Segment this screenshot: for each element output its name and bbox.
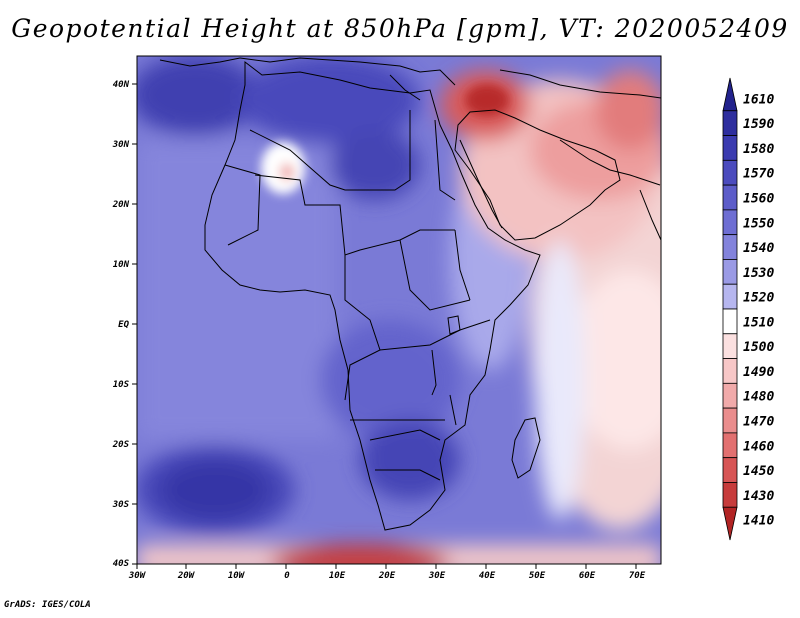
credit-text: GrADS: IGES/COLA [4,600,91,610]
plot-frame [136,55,662,565]
lat-label: 40N [113,80,130,90]
colorbar-label: 1580 [743,142,774,157]
lat-label: 10N [113,260,130,270]
colorbar-label: 1410 [743,514,774,529]
lat-label: 30S [112,500,130,510]
lon-ticks [136,564,637,569]
lat-label: 20N [112,200,130,210]
lon-label: 0 [284,571,290,581]
lon-label: 70E [629,571,646,581]
colorbar-swatch [722,159,738,186]
colorbar-swatch [722,259,738,285]
colorbar-label: 1490 [743,365,774,380]
lon-label: 30W [128,571,147,581]
colorbar-swatch [722,209,738,236]
colorbar-swatch [722,110,738,136]
colorbar-label: 1510 [743,315,774,330]
lon-label: 20W [177,571,196,581]
colorbar-label: 1570 [743,167,774,182]
colorbar-label: 1430 [743,489,774,504]
colorbar-label: 1480 [743,390,774,405]
colorbar-label: 1540 [743,241,774,256]
colorbar-swatch [722,482,738,508]
lon-label: 60E [579,571,596,581]
map-title: Geopotential Height at 850hPa [gpm], VT:… [11,14,789,43]
lat-label: EQ [118,320,129,330]
colorbar-swatch [722,234,738,260]
colorbar-label: 1460 [743,439,774,454]
colorbar-swatch [722,184,738,211]
colorbar-label: 1550 [743,216,774,231]
lat-ticks [132,83,137,565]
colorbar-swatch [722,407,738,434]
colorbar-label: 1500 [743,340,774,355]
colorbar-swatch [722,135,738,161]
lon-label: 40E [479,571,496,581]
colorbar-label: 1470 [743,415,774,430]
colorbar-swatch [722,457,738,483]
colorbar-label: 1610 [743,92,774,107]
lon-label: 30E [428,571,446,581]
lon-label: 20E [378,571,396,581]
lat-label: 20S [112,440,130,450]
coastlines [159,57,661,531]
lat-label: 10S [113,380,130,390]
colorbar-swatch [722,382,738,409]
colorbar-swatch [722,283,738,310]
colorbar-swatch [722,308,738,335]
colorbar-swatch [722,333,738,359]
colorbar-label: 1450 [743,464,774,479]
lat-label: 40S [113,559,130,569]
lon-label: 10W [228,571,246,581]
colorbar-label: 1560 [743,192,774,207]
colorbar-swatch [722,506,738,541]
colorbar: 1610 1590 1580 1570 1560 1550 1540 1530 1520 1510… [722,77,774,541]
lon-label: 10E [329,571,346,581]
colorbar-label: 1520 [743,291,774,306]
lon-label: 50E [529,571,546,581]
colorbar-swatch [722,358,738,384]
colorbar-swatch [722,77,738,112]
colorbar-label: 1590 [743,117,774,132]
colorbar-swatch [722,432,738,459]
height-field [137,56,661,564]
lat-label: 30N [112,140,130,150]
colorbar-label: 1530 [743,266,774,281]
